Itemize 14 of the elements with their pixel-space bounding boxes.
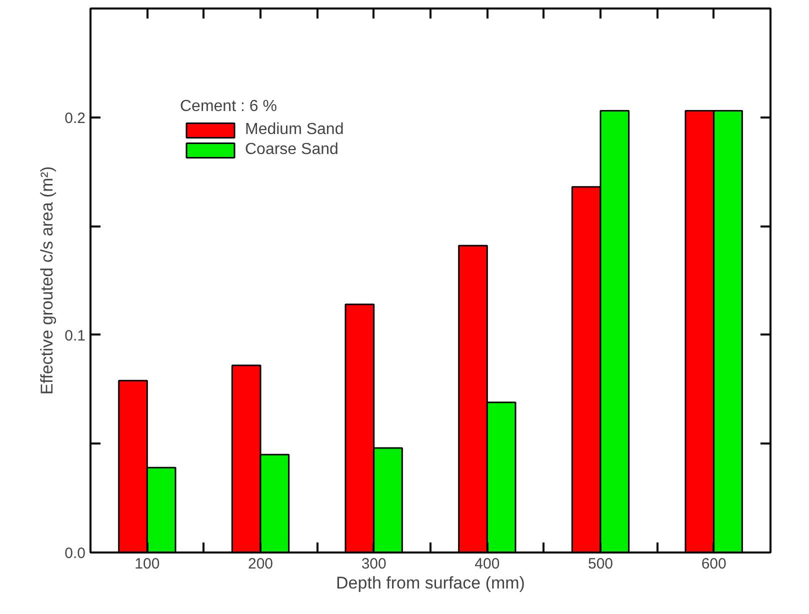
y-tick-label: 0.1 [64,327,86,344]
x-tick-label: 100 [134,556,160,572]
legend-label: Coarse Sand [245,141,338,159]
legend-title: Cement : 6 % [180,98,278,116]
x-tick-label: 500 [588,556,614,572]
x-tick-label: 200 [248,556,274,572]
x-tick-label: 400 [474,556,500,572]
y-tick-label: 0.2 [64,110,86,127]
x-tick-label: 600 [701,556,726,572]
x-axis-title: Depth from surface (mm) [336,574,525,592]
y-axis-title: Effective grouted c/s area (m²) [38,166,57,395]
y-tick-label: 0.0 [64,545,86,562]
legend-label: Medium Sand [245,121,344,139]
x-tick-label: 300 [361,556,386,572]
